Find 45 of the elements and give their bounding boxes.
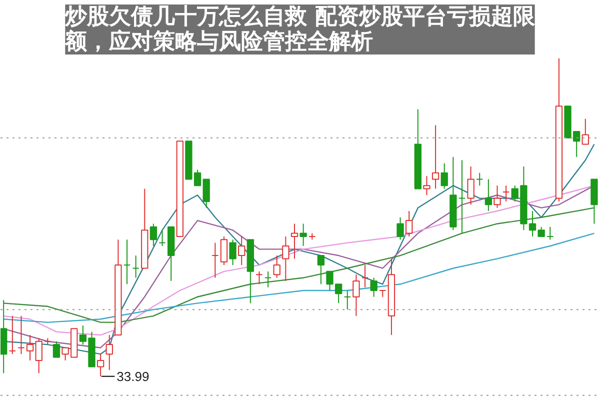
candlestick (238, 236, 246, 266)
candlestick (379, 290, 386, 298)
candlestick (150, 223, 158, 246)
candlestick (300, 223, 307, 246)
candlestick (18, 315, 25, 355)
candlestick (334, 284, 342, 304)
candlestick (220, 236, 228, 266)
candlestick (52, 340, 60, 358)
candlestick (229, 239, 236, 266)
candlestick (406, 210, 413, 237)
candlestick (202, 178, 210, 208)
annotation: 33.99 (116, 368, 150, 384)
candlestick (494, 185, 501, 208)
candlestick (467, 166, 474, 206)
candlestick (35, 338, 42, 374)
candlestick (502, 185, 510, 202)
candlestick (256, 270, 263, 285)
candlestick (396, 216, 404, 240)
candlestick (326, 270, 334, 291)
candlestick (484, 178, 492, 212)
candlestick (370, 277, 378, 298)
candlestick (344, 290, 351, 310)
candlestick (440, 162, 448, 190)
candlestick (264, 270, 272, 288)
candlestick (106, 334, 113, 370)
candlestick (158, 230, 166, 246)
candlestick (423, 176, 430, 196)
candlestick (123, 239, 131, 285)
candlestick (317, 255, 325, 285)
candlestick (273, 255, 280, 278)
chart-title: 炒股欠债几十万怎么自救 配资炒股平台亏损超限额，应对策略与风险管控全解析 (64, 4, 536, 54)
candlestick (282, 236, 290, 282)
candlestick (361, 264, 369, 288)
candlestick (476, 172, 484, 186)
candlestick (8, 315, 16, 355)
candlestick (132, 255, 140, 278)
candlestick (432, 124, 440, 190)
candlestick (96, 354, 104, 377)
candlestick (582, 118, 589, 145)
candlestick (290, 223, 298, 260)
candlestick (26, 334, 34, 361)
candlestick (458, 160, 466, 234)
candlestick (546, 226, 554, 240)
candlestick (212, 242, 219, 278)
candlestick (352, 274, 360, 316)
